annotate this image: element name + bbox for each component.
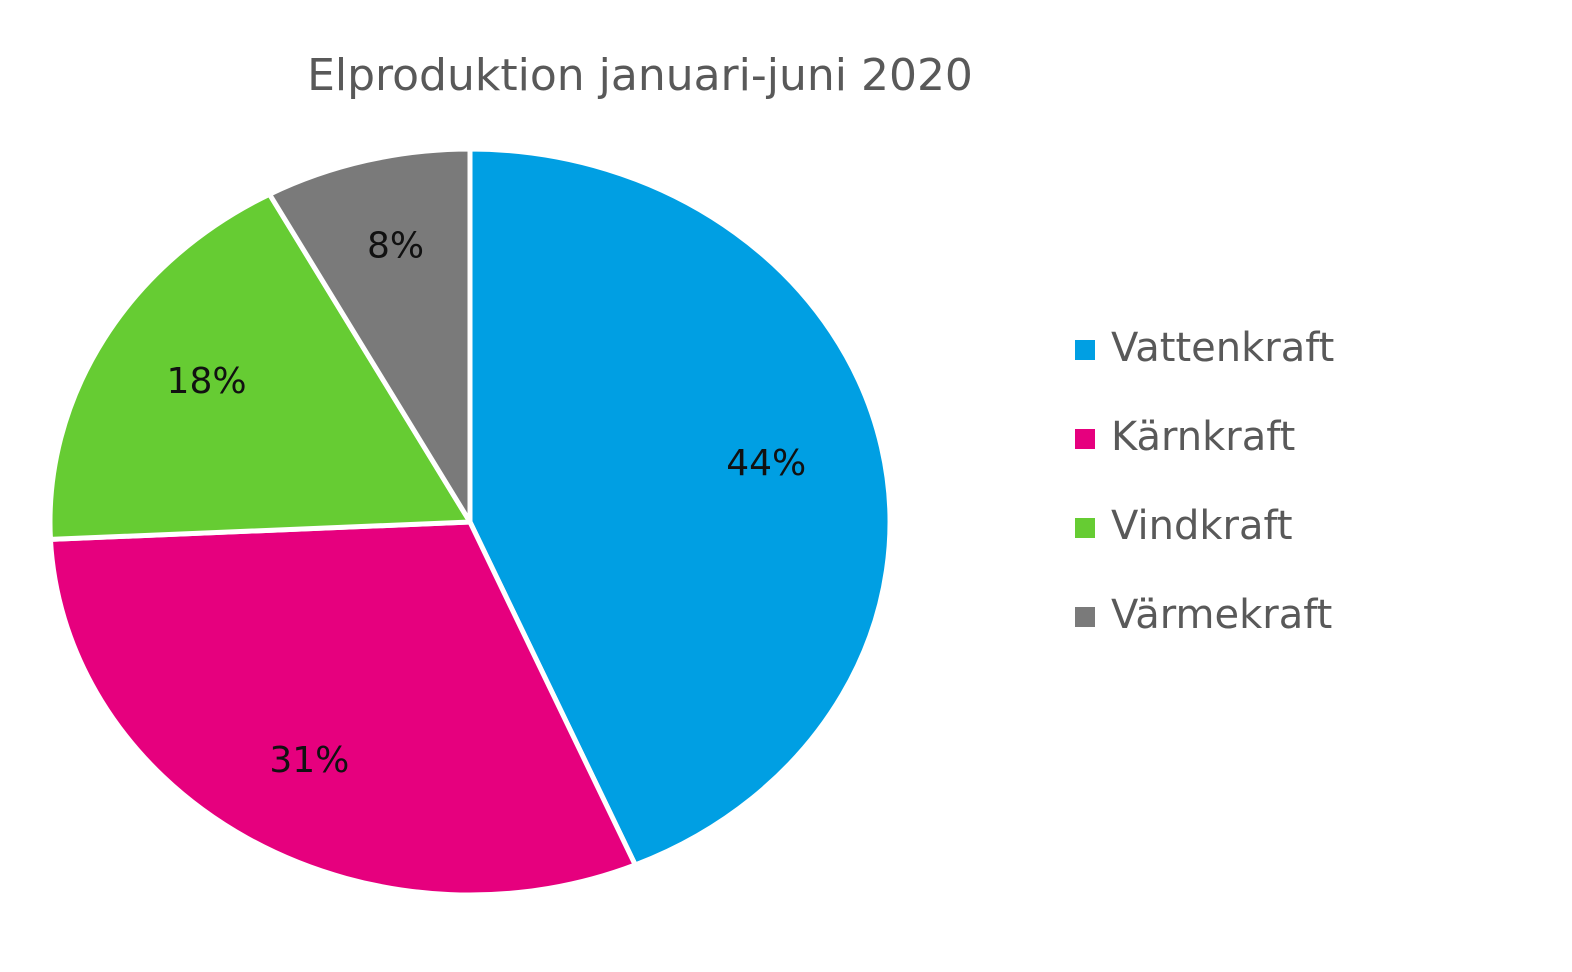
pie-slice-varmekraft	[266, 146, 473, 525]
legend-label-vindkraft: Vindkraft	[1111, 503, 1293, 549]
data-label-varmekraft: 8%	[367, 225, 424, 266]
legend-swatch-karnkraft	[1075, 429, 1095, 449]
legend-item-vattenkraft: Vattenkraft	[1075, 325, 1334, 371]
legend: Vattenkraft Kärnkraft Vindkraft Värmekraft	[1075, 325, 1334, 638]
data-label-karnkraft: 31%	[269, 740, 349, 781]
legend-swatch-vattenkraft	[1075, 340, 1095, 360]
pie-data-labels: 44% 31% 18% 8%	[167, 225, 807, 781]
pie-slice-vindkraft	[47, 191, 473, 542]
pie-slice-vattenkraft	[467, 146, 893, 868]
legend-swatch-vindkraft	[1075, 518, 1095, 538]
pie-slices	[47, 146, 893, 898]
legend-label-karnkraft: Kärnkraft	[1111, 414, 1295, 460]
legend-label-vattenkraft: Vattenkraft	[1111, 325, 1334, 371]
legend-item-karnkraft: Kärnkraft	[1075, 414, 1295, 460]
legend-item-vindkraft: Vindkraft	[1075, 503, 1293, 549]
legend-label-varmekraft: Värmekraft	[1111, 592, 1332, 638]
chart-title: Elproduktion januari-juni 2020	[307, 50, 973, 101]
pie-slice-karnkraft	[47, 519, 638, 898]
legend-swatch-varmekraft	[1075, 607, 1095, 627]
legend-item-varmekraft: Värmekraft	[1075, 592, 1332, 638]
data-label-vindkraft: 18%	[167, 361, 247, 402]
data-label-vattenkraft: 44%	[726, 443, 806, 484]
